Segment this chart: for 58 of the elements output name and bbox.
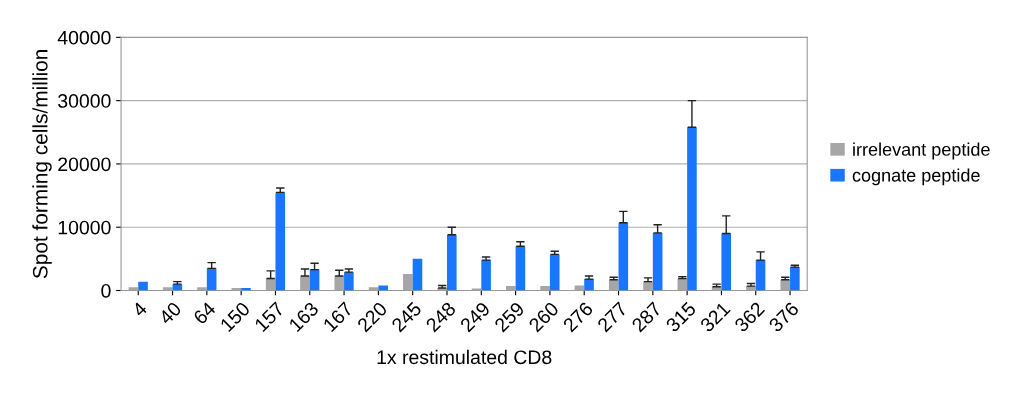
x-tick-label: 167 xyxy=(322,301,354,333)
bar xyxy=(162,287,173,291)
bar xyxy=(334,275,345,291)
bar xyxy=(780,279,791,291)
x-tick-label: 157 xyxy=(254,301,285,333)
bar xyxy=(515,246,526,291)
legend-label: irrelevant peptide xyxy=(853,142,990,160)
bar xyxy=(540,286,550,291)
x-tick-label: 64 xyxy=(192,300,217,325)
bar xyxy=(549,254,560,291)
bar xyxy=(652,232,663,291)
y-tick-label: 30000 xyxy=(58,94,111,108)
bar xyxy=(618,222,629,291)
x-tick-label: 220 xyxy=(356,301,388,333)
bar xyxy=(481,260,491,291)
bar xyxy=(300,275,310,291)
legend-label: cognate peptide xyxy=(852,168,980,186)
bar xyxy=(344,272,354,291)
x-tick-label: 277 xyxy=(596,301,628,333)
bar xyxy=(687,127,697,291)
bar xyxy=(584,279,594,291)
x-tick-label: 376 xyxy=(768,301,800,333)
x-tick-label: 259 xyxy=(493,301,526,333)
bar xyxy=(403,274,413,291)
x-tick-label: 150 xyxy=(219,301,251,333)
x-tick-label: 4 xyxy=(131,301,148,318)
x-tick-label: 287 xyxy=(630,301,663,333)
bar xyxy=(197,287,207,291)
y-axis-title: Spot forming cells/million xyxy=(32,50,52,279)
x-tick-label: 276 xyxy=(562,301,594,333)
bar xyxy=(574,285,585,291)
bar xyxy=(378,285,388,291)
x-tick-label: 163 xyxy=(288,301,320,333)
x-tick-label: 260 xyxy=(528,301,560,333)
bar xyxy=(446,234,457,291)
bar xyxy=(721,233,732,291)
x-tick-label: 40 xyxy=(157,301,183,326)
bar xyxy=(138,281,148,291)
x-tick-label: 362 xyxy=(733,301,766,333)
bar xyxy=(275,192,286,291)
x-axis-title: 1x restimulated CD8 xyxy=(377,349,552,365)
x-tick-label: 315 xyxy=(665,301,697,333)
bar xyxy=(643,281,653,291)
x-tick-label: 245 xyxy=(390,301,423,333)
x-tick-label: 321 xyxy=(699,301,731,333)
y-tick-label: 0 xyxy=(101,283,111,298)
y-tick-label: 20000 xyxy=(58,157,111,172)
bar xyxy=(368,287,379,291)
y-tick-label: 40000 xyxy=(57,30,111,45)
bar xyxy=(505,286,516,291)
bar xyxy=(309,269,320,291)
y-tick-label: 10000 xyxy=(58,220,111,235)
bar xyxy=(608,279,619,291)
bar xyxy=(790,267,800,291)
bar xyxy=(412,258,423,291)
bar xyxy=(128,287,139,291)
x-tick-label: 249 xyxy=(459,301,491,333)
x-tick-label: 248 xyxy=(425,301,457,333)
